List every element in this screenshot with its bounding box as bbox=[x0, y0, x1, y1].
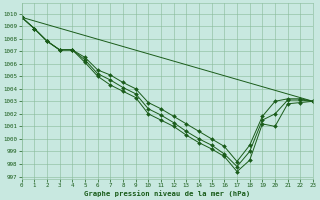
X-axis label: Graphe pression niveau de la mer (hPa): Graphe pression niveau de la mer (hPa) bbox=[84, 190, 251, 197]
